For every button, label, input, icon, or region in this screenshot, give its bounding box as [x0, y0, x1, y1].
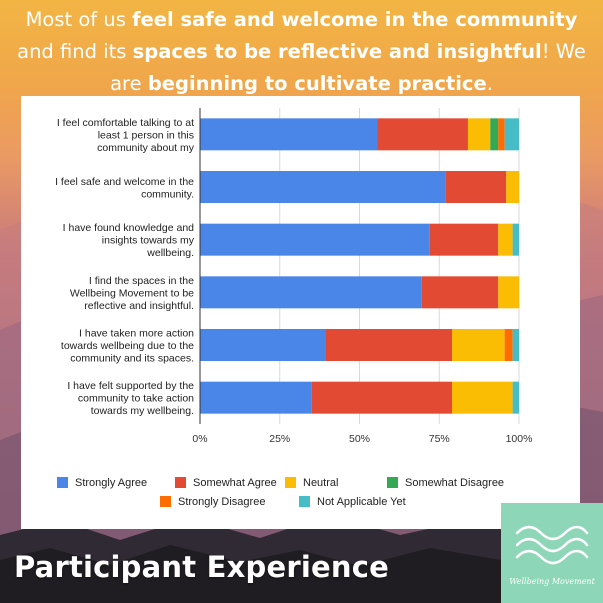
legend-swatch	[175, 477, 186, 488]
category-label: least 1 person in this	[98, 129, 194, 141]
page-title: Participant Experience	[14, 550, 389, 584]
bar-segment	[445, 171, 507, 203]
legend-label: Neutral	[303, 477, 338, 489]
legend-swatch	[299, 496, 310, 507]
bar-segment	[421, 276, 499, 309]
x-tick-label: 50%	[349, 433, 370, 445]
bar-segment	[498, 118, 505, 151]
category-label: Wellbeing Movement to be	[70, 287, 194, 299]
category-label: I have taken more action	[79, 328, 194, 340]
headline-line-3: are beginning to cultivate practice.	[12, 68, 591, 100]
bar-segment	[311, 381, 453, 414]
legend-label: Somewhat Disagree	[405, 477, 504, 489]
headline-text: and find its	[17, 40, 133, 63]
bar-segment	[498, 223, 513, 256]
bar-segment	[490, 118, 499, 151]
waves-icon	[515, 525, 589, 565]
headline-text: are	[110, 72, 148, 95]
logo-text: Wellbeing Movement	[509, 577, 595, 586]
category-label: towards my wellbeing.	[91, 405, 194, 417]
category-label: I feel safe and welcome in the	[55, 176, 194, 188]
headline-text: ! We	[541, 40, 586, 63]
x-tick-label: 100%	[506, 433, 533, 445]
category-label: community to take action	[78, 393, 194, 405]
category-label: I feel comfortable talking to at	[57, 117, 194, 129]
bar-segment	[498, 276, 519, 309]
bar-segment	[506, 171, 519, 203]
category-label: towards wellbeing due to the	[61, 340, 194, 352]
category-label: community about my	[97, 142, 195, 154]
headline-bold-text: beginning to cultivate practice	[147, 72, 487, 95]
headline-text: .	[486, 72, 493, 95]
headline-bold-text: feel safe and welcome in the community	[132, 8, 578, 31]
legend-swatch	[285, 477, 296, 488]
bar-segment	[200, 381, 312, 414]
bar-segment	[200, 118, 378, 151]
bar-segment	[452, 329, 505, 361]
category-label: insights towards my	[102, 235, 195, 247]
bar-segment	[504, 329, 513, 361]
bar-segment	[467, 118, 491, 151]
legend-label: Strongly Agree	[75, 477, 147, 489]
bar-segment	[429, 223, 499, 256]
x-tick-label: 75%	[429, 433, 450, 445]
headline-text: Most of us	[25, 8, 133, 31]
wellbeing-movement-logo: Wellbeing Movement	[501, 503, 603, 603]
legend-label: Somewhat Agree	[193, 477, 277, 489]
legend-swatch	[57, 477, 68, 488]
category-label: I have found knowledge and	[63, 222, 195, 234]
category-label: I have felt supported by the	[67, 380, 194, 392]
category-label: community.	[141, 188, 194, 200]
x-tick-label: 25%	[269, 433, 290, 445]
headline-line-2: and find its spaces to be reflective and…	[12, 36, 591, 68]
legend-label: Strongly Disagree	[178, 496, 265, 508]
category-label: community and its spaces.	[70, 353, 194, 365]
bar-segment	[512, 329, 519, 361]
headline-line-1: Most of us feel safe and welcome in the …	[12, 4, 591, 36]
category-label: wellbeing.	[146, 247, 194, 259]
category-label: reflective and insightful.	[84, 300, 194, 312]
headline: Most of us feel safe and welcome in the …	[12, 4, 591, 100]
chart-card: I feel comfortable talking to at least 1 …	[21, 96, 580, 529]
legend-swatch	[387, 477, 398, 488]
legend-swatch	[160, 496, 171, 507]
bar-segment	[512, 381, 519, 414]
bar-segment	[200, 171, 446, 203]
bar-segment	[452, 381, 513, 414]
bar-segment	[512, 223, 519, 256]
bar-segment	[504, 118, 519, 151]
bar-segment	[200, 276, 422, 309]
legend-label: Not Applicable Yet	[317, 496, 406, 508]
category-label: I find the spaces in the	[89, 275, 194, 287]
bar-segment	[200, 223, 430, 256]
bar-segment	[377, 118, 468, 151]
x-tick-label: 0%	[192, 433, 207, 445]
bar-segment	[326, 329, 453, 361]
headline-bold-text: spaces to be reflective and insightful	[132, 40, 542, 63]
bar-segment	[200, 329, 327, 361]
